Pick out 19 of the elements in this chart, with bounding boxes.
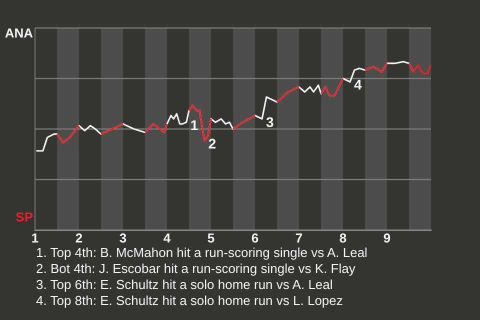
annotation: 3 — [266, 114, 274, 130]
x-tick-label: 3 — [119, 230, 127, 246]
annotation: 2 — [208, 136, 216, 152]
text: SP — [16, 210, 34, 225]
text: 4. Top 8th: E. Schultz hit a solo home run vs L. Lopez — [36, 293, 344, 309]
x-tick-label: 5 — [207, 230, 215, 246]
annotation: 4 — [354, 76, 362, 93]
text: 3. Top 6th: E. Schultz hit a solo home run vs A. Leal — [36, 277, 334, 293]
x-tick-label: 8 — [339, 230, 347, 246]
x-tick-label: 1 — [31, 230, 39, 246]
x-tick-label: 9 — [383, 230, 391, 246]
x-tick-label: 2 — [75, 230, 83, 246]
text: ANA — [4, 26, 34, 41]
text: 1. Top 4th: B. McMahon hit a run-scoring single vs A. Leal — [36, 245, 368, 261]
annotation: 1 — [190, 117, 198, 134]
x-tick-label: 7 — [295, 230, 303, 246]
x-tick-label: 6 — [251, 230, 259, 246]
text: 2. Bot 4th: J. Escobar hit a run-scoring single vs K. Flay — [36, 261, 356, 277]
x-tick-label: 4 — [163, 230, 172, 246]
